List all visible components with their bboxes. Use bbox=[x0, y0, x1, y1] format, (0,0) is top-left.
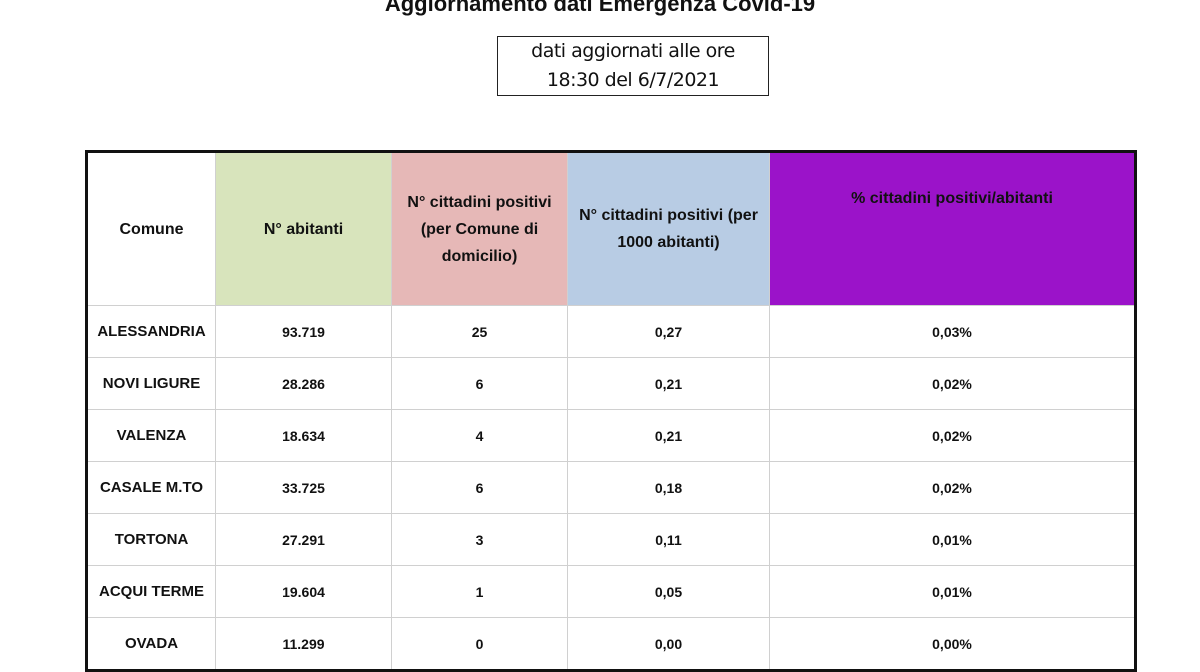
update-line-2: 18:30 del 6/7/2021 bbox=[546, 69, 720, 91]
table-row: TORTONA 27.291 3 0,11 0,01% bbox=[86, 513, 1136, 566]
update-line-1: dati aggiornati alle ore bbox=[531, 40, 735, 62]
cell-abitanti: 11.299 bbox=[215, 617, 392, 671]
cell-per-1000: 0,18 bbox=[567, 461, 770, 514]
cell-positivi: 6 bbox=[391, 357, 568, 410]
table-row: NOVI LIGURE 28.286 6 0,21 0,02% bbox=[86, 357, 1136, 410]
cell-per-1000: 0,27 bbox=[567, 305, 770, 358]
header-comune: Comune bbox=[86, 151, 216, 306]
cell-comune: CASALE M.TO bbox=[86, 461, 216, 514]
cell-comune: VALENZA bbox=[86, 409, 216, 462]
cell-percent: 0,02% bbox=[769, 461, 1136, 514]
cell-positivi: 6 bbox=[391, 461, 568, 514]
cell-positivi: 0 bbox=[391, 617, 568, 671]
header-per-1000: N° cittadini positivi (per 1000 abitanti… bbox=[567, 151, 770, 306]
cell-per-1000: 0,11 bbox=[567, 513, 770, 566]
cell-comune: NOVI LIGURE bbox=[86, 357, 216, 410]
table-row: VALENZA 18.634 4 0,21 0,02% bbox=[86, 409, 1136, 462]
cell-abitanti: 27.291 bbox=[215, 513, 392, 566]
table-row: OVADA 11.299 0 0,00 0,00% bbox=[86, 617, 1136, 671]
page-title: Aggiornamento dati Emergenza Covid-19 bbox=[384, 0, 816, 16]
cell-comune: OVADA bbox=[86, 617, 216, 671]
cell-percent: 0,02% bbox=[769, 357, 1136, 410]
cell-per-1000: 0,21 bbox=[567, 357, 770, 410]
covid-data-table: Comune N° abitanti N° cittadini positivi… bbox=[85, 150, 1137, 672]
cell-percent: 0,00% bbox=[769, 617, 1136, 671]
cell-positivi: 1 bbox=[391, 565, 568, 618]
cell-abitanti: 19.604 bbox=[215, 565, 392, 618]
table-row: ALESSANDRIA 93.719 25 0,27 0,03% bbox=[86, 305, 1136, 358]
header-positivi: N° cittadini positivi (per Comune di dom… bbox=[391, 151, 568, 306]
table-row: ACQUI TERME 19.604 1 0,05 0,01% bbox=[86, 565, 1136, 618]
header-percent: % cittadini positivi/abitanti bbox=[769, 151, 1136, 306]
cell-comune: ALESSANDRIA bbox=[86, 305, 216, 358]
cell-positivi: 4 bbox=[391, 409, 568, 462]
cell-percent: 0,03% bbox=[769, 305, 1136, 358]
cell-abitanti: 18.634 bbox=[215, 409, 392, 462]
cell-comune: ACQUI TERME bbox=[86, 565, 216, 618]
cell-abitanti: 33.725 bbox=[215, 461, 392, 514]
cell-comune: TORTONA bbox=[86, 513, 216, 566]
header-row: Comune N° abitanti N° cittadini positivi… bbox=[86, 151, 1136, 306]
cell-percent: 0,02% bbox=[769, 409, 1136, 462]
cell-percent: 0,01% bbox=[769, 513, 1136, 566]
update-timestamp-box: dati aggiornati alle ore 18:30 del 6/7/2… bbox=[497, 36, 769, 96]
header-abitanti: N° abitanti bbox=[215, 151, 392, 306]
cell-per-1000: 0,21 bbox=[567, 409, 770, 462]
cell-abitanti: 28.286 bbox=[215, 357, 392, 410]
table-row: CASALE M.TO 33.725 6 0,18 0,02% bbox=[86, 461, 1136, 514]
cell-per-1000: 0,00 bbox=[567, 617, 770, 671]
cell-positivi: 3 bbox=[391, 513, 568, 566]
cell-positivi: 25 bbox=[391, 305, 568, 358]
cell-percent: 0,01% bbox=[769, 565, 1136, 618]
cell-abitanti: 93.719 bbox=[215, 305, 392, 358]
cell-per-1000: 0,05 bbox=[567, 565, 770, 618]
